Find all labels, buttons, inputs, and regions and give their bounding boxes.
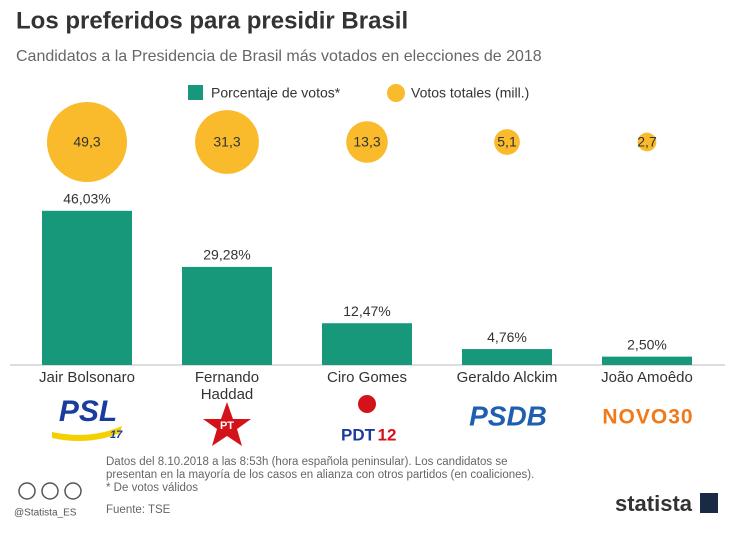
category-label: Ciro Gomes xyxy=(326,369,408,386)
chart-title: Los preferidos para presidir Brasil xyxy=(16,7,408,34)
logo-rose xyxy=(358,395,376,413)
logo-pdt: PDT xyxy=(341,425,376,444)
license-icons xyxy=(18,482,82,500)
category-label: Fernando Haddad xyxy=(194,369,260,403)
bar-value-label: 2,50% xyxy=(627,336,667,352)
bubble xyxy=(494,129,520,155)
bubble-value-label: 31,3 xyxy=(213,134,240,150)
handle: @Statista_ES xyxy=(14,508,77,519)
bar xyxy=(42,210,132,365)
bar-value-label: 4,76% xyxy=(487,329,527,345)
logo-psl-number: 17 xyxy=(110,429,123,441)
bubble-value-label: 5,1 xyxy=(497,134,517,150)
logo-swoosh xyxy=(52,426,122,442)
bubble xyxy=(46,101,128,183)
bubble-value-label: 13,3 xyxy=(353,134,380,150)
bar xyxy=(182,266,272,365)
bar xyxy=(462,349,552,365)
logos: PSL 17 PT PDT 12 PSDB NOVO30 xyxy=(52,395,693,446)
bar-value-label: 12,47% xyxy=(343,303,390,319)
legend-swatch xyxy=(387,84,405,102)
source: Fuente: TSE xyxy=(106,504,171,516)
logo-novo: NOVO30 xyxy=(602,406,693,429)
brand-icon xyxy=(700,493,718,513)
logo-star xyxy=(203,402,251,446)
category-label: Geraldo Alckim xyxy=(456,369,558,386)
bar xyxy=(322,323,412,365)
footnote: * De votos válidos xyxy=(106,482,199,494)
logo-pt: PT xyxy=(220,420,234,432)
bubble xyxy=(346,121,388,163)
bubble xyxy=(195,110,259,174)
bar-value-label: 29,28% xyxy=(203,247,250,263)
category-label: João Amoêdo xyxy=(601,369,693,386)
logo-pdt-number: 12 xyxy=(378,425,397,444)
bar-value-label: 46,03% xyxy=(63,191,110,207)
legend-label: Votos totales (mill.) xyxy=(411,85,529,101)
note: Datos del 8.10.2018 a las 8:53h (hora es… xyxy=(106,456,535,481)
legend-swatch xyxy=(188,85,203,100)
logo-psl: PSL xyxy=(59,395,117,428)
category-label: Jair Bolsonaro xyxy=(39,369,135,386)
brand: statista xyxy=(615,491,693,516)
bubble xyxy=(637,132,657,152)
footer-note: Datos del 8.10.2018 a las 8:53h (hora es… xyxy=(106,456,536,495)
legend-label: Porcentaje de votos* xyxy=(211,85,341,101)
chart-subtitle: Candidatos a la Presidencia de Brasil má… xyxy=(16,48,542,65)
logo-psdb: PSDB xyxy=(469,400,547,431)
bubble-value-label: 49,3 xyxy=(73,134,100,150)
bubble-value-label: 2,7 xyxy=(637,134,657,150)
bar xyxy=(602,356,692,365)
